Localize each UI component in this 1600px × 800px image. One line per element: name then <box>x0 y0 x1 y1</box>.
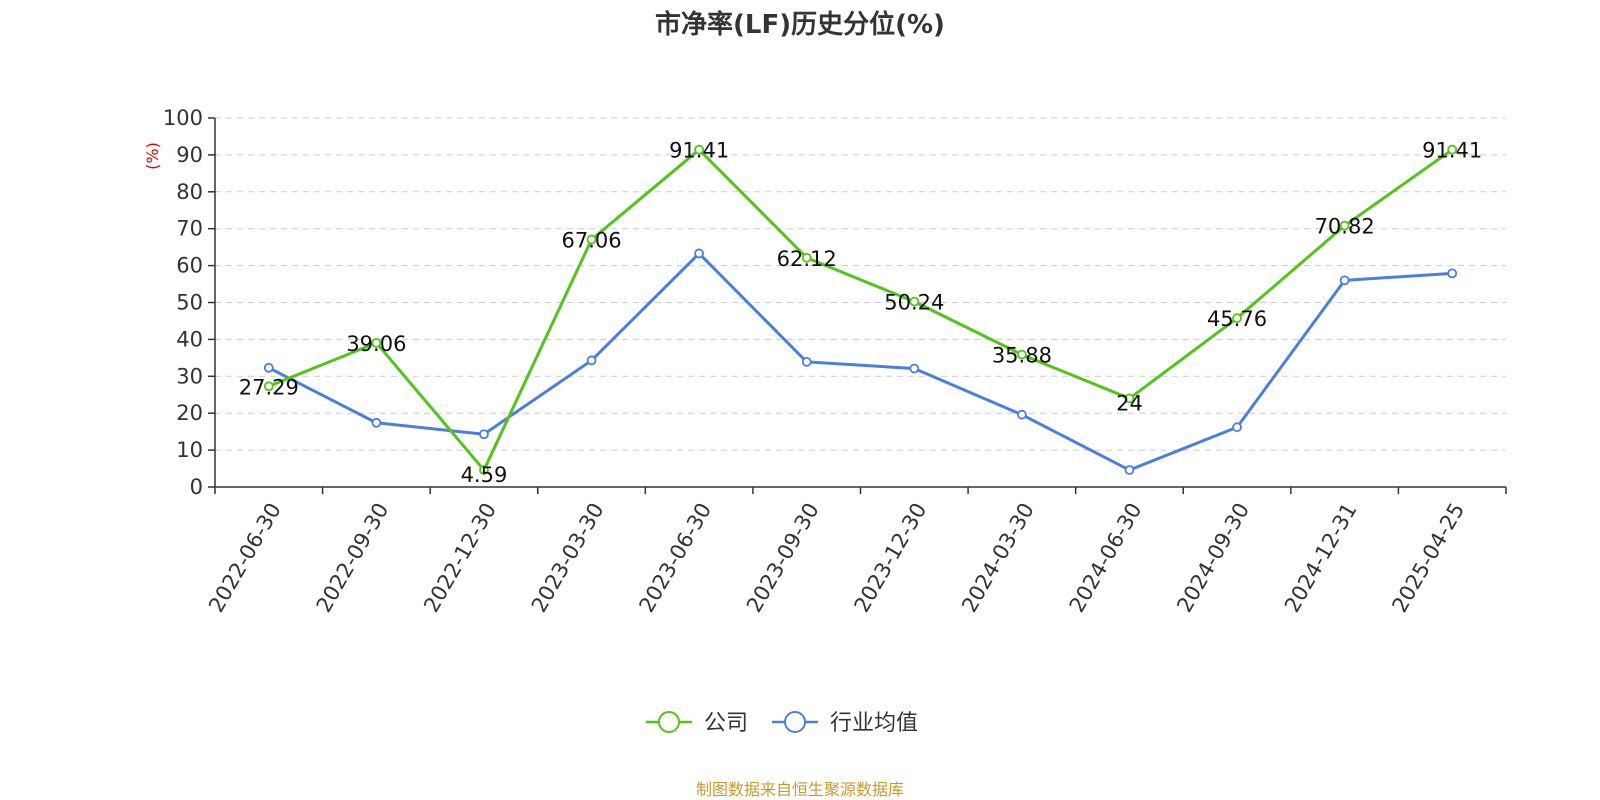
data-label: 67.06 <box>561 229 621 253</box>
data-label: 35.88 <box>992 344 1052 368</box>
x-tick-label: 2023-06-30 <box>634 499 716 617</box>
x-tick-label: 2023-09-30 <box>742 499 824 617</box>
data-point[interactable] <box>1124 393 1135 404</box>
legend-item-0[interactable]: 公司 <box>646 711 748 736</box>
series-line <box>268 251 1453 472</box>
data-point[interactable] <box>1232 422 1242 433</box>
data-point[interactable] <box>1232 313 1242 324</box>
data-point[interactable] <box>263 381 274 392</box>
x-tick-label: 2023-12-30 <box>850 499 932 617</box>
source-note: 制图数据来自恒生聚源数据库 <box>695 780 904 799</box>
y-tick-label: 30 <box>176 364 203 388</box>
series-lines <box>263 144 1458 475</box>
x-tick-label: 2022-06-30 <box>204 499 286 617</box>
y-tick-label: 60 <box>176 254 203 278</box>
legend-item-1[interactable]: 行业均值 <box>772 711 918 736</box>
data-point[interactable] <box>371 337 382 348</box>
x-tick-label: 2024-03-30 <box>957 499 1039 617</box>
legend-marker <box>658 711 680 733</box>
data-point[interactable] <box>801 357 812 367</box>
y-axis-label: (%) <box>143 142 162 170</box>
y-tick-label: 100 <box>163 106 203 130</box>
data-point[interactable] <box>586 234 597 245</box>
data-point[interactable] <box>1339 275 1350 286</box>
data-label: 24 <box>1116 391 1143 415</box>
data-point[interactable] <box>1339 220 1350 231</box>
series-1 <box>263 248 1458 475</box>
data-point[interactable] <box>694 144 705 155</box>
data-label: 50.24 <box>884 291 944 315</box>
y-tick-label: 40 <box>176 327 203 351</box>
data-point[interactable] <box>479 465 489 475</box>
data-label: 91.41 <box>1422 139 1482 163</box>
data-label: 27.29 <box>239 375 299 399</box>
y-tick-label: 90 <box>176 143 203 167</box>
data-label: 39.06 <box>346 332 406 356</box>
legend-label: 行业均值 <box>830 711 918 736</box>
data-point[interactable] <box>1124 465 1135 475</box>
data-point[interactable] <box>801 252 812 263</box>
x-tick-label: 2022-12-30 <box>419 499 501 617</box>
y-tick-label: 20 <box>176 401 203 425</box>
data-label: 62.12 <box>777 247 837 271</box>
data-point[interactable] <box>1016 349 1027 360</box>
x-tick-label: 2024-06-30 <box>1065 499 1147 617</box>
x-tick-label: 2023-03-30 <box>527 499 609 617</box>
data-point[interactable] <box>479 429 489 440</box>
y-tick-label: 10 <box>176 438 203 462</box>
series-line <box>268 148 1454 472</box>
grid-lines <box>215 117 1506 451</box>
data-point[interactable] <box>694 248 705 259</box>
x-tick-label: 2024-09-30 <box>1172 499 1254 617</box>
x-tick-label: 2022-09-30 <box>312 499 394 617</box>
data-point[interactable] <box>909 363 920 374</box>
data-point[interactable] <box>263 362 274 373</box>
y-tick-label: 50 <box>176 291 203 315</box>
x-tick-label: 2025-04-25 <box>1387 499 1469 617</box>
data-point[interactable] <box>1447 268 1458 279</box>
y-tick-label: 80 <box>176 180 203 204</box>
legend[interactable]: 公司 行业均值 <box>646 711 918 736</box>
data-label: 91.41 <box>669 139 729 163</box>
data-label: 70.82 <box>1315 215 1375 239</box>
chart-title: 市净率(LF)历史分位(%) <box>655 10 945 40</box>
data-point[interactable] <box>909 296 920 307</box>
y-tick-label: 70 <box>176 217 203 241</box>
y-tick-label: 0 <box>190 475 203 499</box>
x-tick-label: 2024-12-31 <box>1280 499 1362 617</box>
data-point[interactable] <box>586 355 597 366</box>
data-point[interactable] <box>1016 409 1027 420</box>
data-labels: 27.29 39.06 4.59 67.06 91.41 62.12 50.24 35.88 2… <box>239 139 1483 487</box>
series-0 <box>263 144 1458 475</box>
data-point[interactable] <box>371 417 382 428</box>
axes: 0 10 20 30 40 50 60 70 80 90 100 2022-06-30 2022-09-… <box>163 106 1507 617</box>
data-label: 4.59 <box>461 463 508 487</box>
legend-marker <box>784 711 806 733</box>
data-label: 45.76 <box>1207 307 1267 331</box>
data-point[interactable] <box>1447 144 1458 155</box>
legend-label: 公司 <box>704 711 748 736</box>
